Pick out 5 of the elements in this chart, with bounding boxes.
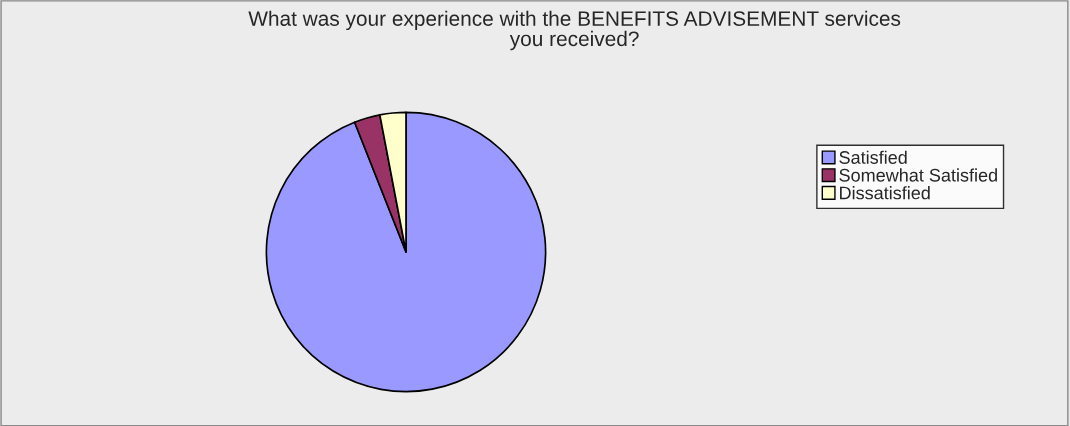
legend-label: Dissatisfied (840, 186, 930, 200)
legend-label: Somewhat Satisfied (839, 168, 997, 182)
legend-label: Satisfied (839, 150, 907, 164)
pie-slice (265, 111, 547, 393)
chart-title: What was your experience with the BENEFITS ADVISEMENT services you received? (248, 10, 901, 51)
